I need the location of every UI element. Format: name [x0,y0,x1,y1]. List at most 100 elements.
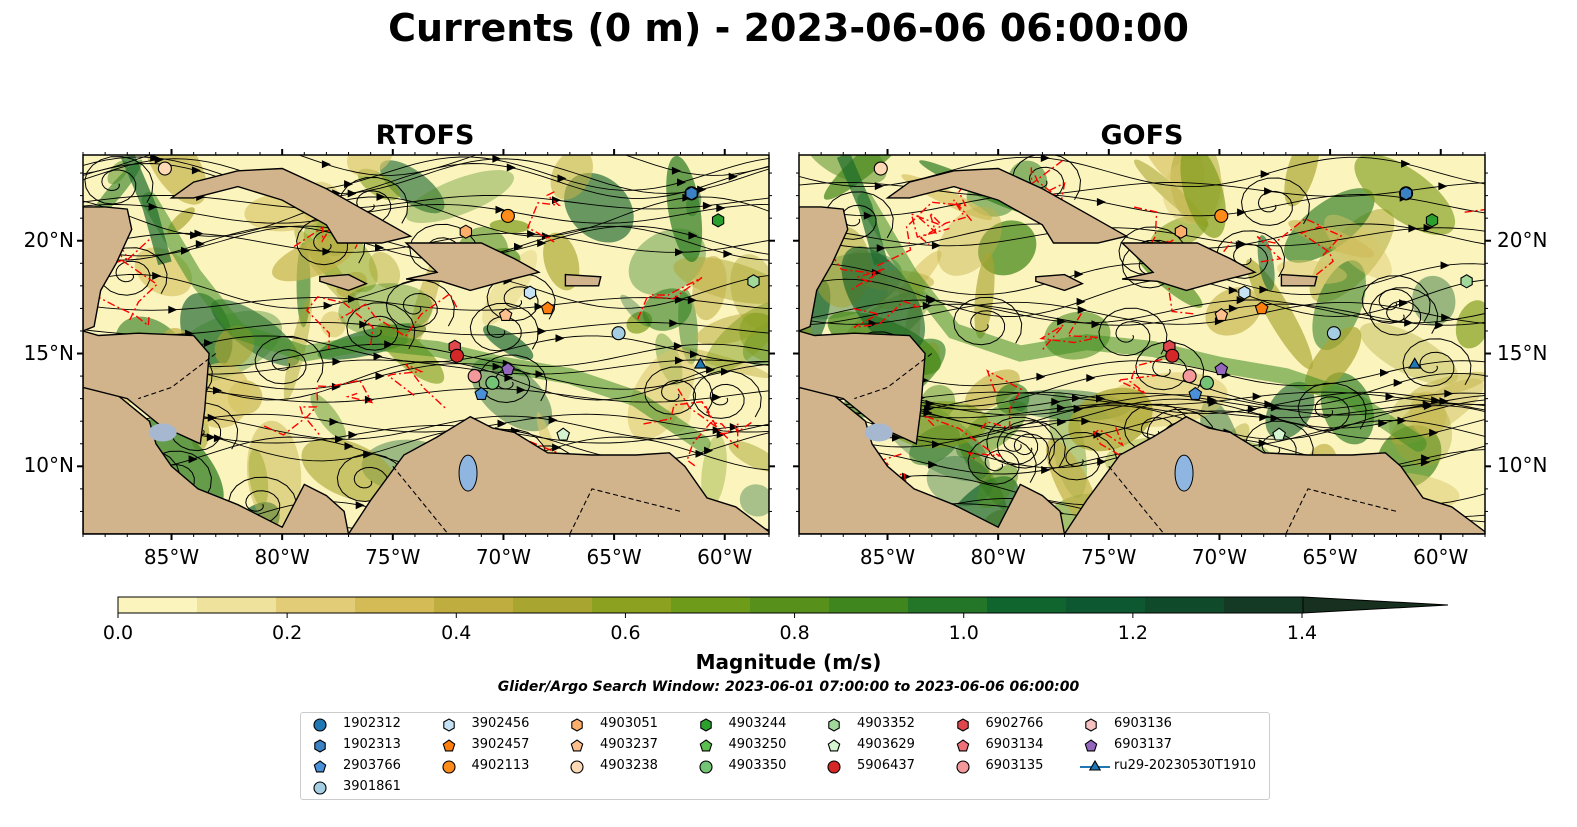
legend-marker-icon [827,739,841,752]
legend-label: 4903350 [728,758,787,773]
legend-marker-icon [828,718,840,732]
float-marker-3902457 [1254,301,1269,315]
lon-tick-label: 85°W [859,545,916,569]
streamline-arrow [495,205,505,214]
magnitude-blob [704,301,769,374]
streamline-arrow [928,460,938,469]
streamline-arrow [671,166,681,175]
streamline-arrow [1072,394,1081,403]
float-marker-4903629 [1272,427,1286,441]
streamline-arrow [1399,299,1408,308]
magnitude-blob [272,236,355,282]
legend-marker-icon [956,718,969,732]
legend-label: 4902113 [471,758,530,773]
streamline-arrow [168,305,178,314]
country-border [569,488,681,534]
figure-title: Currents (0 m) - 2023-06-06 06:00:00 [388,6,1189,50]
country-border [138,353,217,400]
legend-marker-icon [314,739,326,753]
streamline-arrow [375,372,385,381]
streamline-arrow [497,419,507,428]
magnitude-blob [976,464,1019,509]
landmass [347,415,769,534]
legend-label: 2903766 [343,758,401,773]
streamline [824,191,894,240]
float-marker-4903237 [498,308,513,321]
streamline-arrow [331,382,341,391]
lake-maracaibo [1174,454,1194,492]
colorbar-segment [671,597,751,613]
streamline-arrow [1435,321,1445,330]
legend-label: 3901861 [343,779,401,794]
rtofs-map[interactable] [14,113,802,558]
streamline-arrow [1056,404,1066,412]
legend-marker-icon [442,718,455,732]
magnitude-blob [620,294,651,327]
legend-marker-icon [313,781,327,795]
streamline-arrow [1051,397,1061,406]
legend-label: ru29-20230530T1910 [1114,758,1257,773]
streamline-arrow [555,334,565,343]
landmass [1035,273,1085,292]
streamline-arrow [923,408,933,417]
streamline [799,299,1485,324]
streamline-arrow [373,352,383,361]
streamline-arrow [1040,155,1050,162]
streamline-arrow [1393,378,1403,387]
streamline-arrow [364,395,374,404]
streamline-arrow [1057,418,1067,427]
streamline-arrow [1444,389,1454,398]
streamline-arrow [1057,317,1067,326]
colorbar-tick-label: 0.6 [610,622,640,644]
front-contour [640,388,717,427]
streamline-arrow [1420,458,1430,467]
legend-label: 4903629 [857,737,915,752]
streamline-arrow [384,340,394,349]
streamline-arrow [716,430,726,439]
streamline-arrow [1440,261,1450,270]
streamline-arrow [712,426,722,435]
legend-label: 4903237 [600,737,658,752]
gofs-map[interactable] [776,106,1520,574]
colorbar-segment [908,597,988,613]
streamline [799,223,1485,249]
streamline-arrow [675,356,684,365]
colorbar-extend-arrow [1302,596,1449,614]
lon-tick-label: 85°W [143,545,200,569]
float-marker-6903135 [1182,369,1197,384]
streamline-arrow [932,440,941,449]
legend-marker-icon [1085,718,1097,732]
streamline-arrow [688,231,698,240]
float-marker-4903238 [157,161,172,176]
lat-tick-label: 10°N [1497,453,1548,478]
lon-tick-label: 80°W [970,545,1026,569]
streamline-arrow [152,271,162,280]
streamline-arrow [1228,286,1238,295]
colorbar-tick-label: 0.0 [103,622,133,644]
streamline [469,302,539,352]
lat-tick-label: 10°N [23,453,74,478]
float-marker-4903350 [485,375,500,390]
streamline-arrow [557,174,567,183]
streamline [799,263,1485,296]
magnitude-blob [1246,258,1313,370]
float-marker-4903629 [556,427,571,441]
streamline-arrow [1423,223,1433,232]
streamline-arrow [537,239,547,248]
float-marker-3902456 [1238,285,1251,300]
streamline-arrow [1237,208,1247,217]
float-marker-4903238 [873,161,888,176]
front-contour [686,421,732,468]
streamline-arrow [1423,402,1433,410]
streamline-arrow [492,155,502,163]
float-marker-5906437 [1165,348,1180,363]
colorbar-segment [592,597,672,613]
streamline-arrow [1259,285,1269,294]
streamline-arrow [1264,187,1274,196]
landmass [404,242,541,292]
panel-title-rtofs: RTOFS [375,120,475,151]
colorbar-segment [118,597,198,613]
lat-tick-label: 15°N [23,340,74,365]
legend-marker-icon [1088,759,1102,771]
